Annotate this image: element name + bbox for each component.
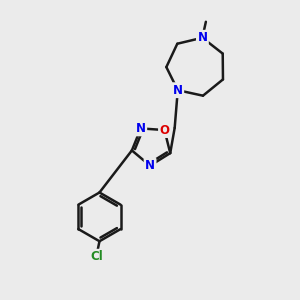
Text: N: N <box>145 159 155 172</box>
Text: N: N <box>173 84 183 97</box>
Text: N: N <box>197 31 207 44</box>
Text: N: N <box>136 122 146 135</box>
Text: O: O <box>160 124 170 136</box>
Text: Cl: Cl <box>91 250 103 263</box>
